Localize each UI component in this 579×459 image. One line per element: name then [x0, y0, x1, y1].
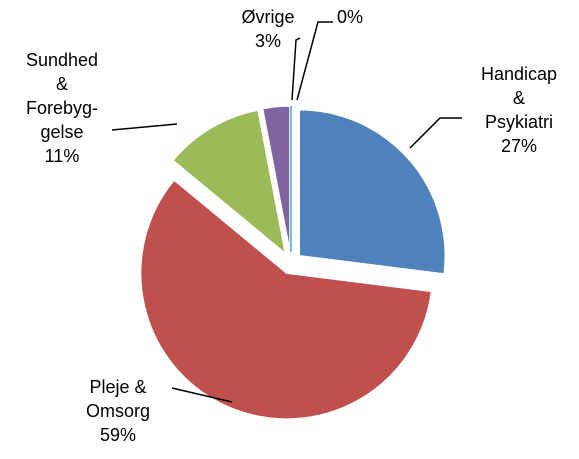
value-label: 27% [500, 136, 538, 156]
category-label: Øvrige [241, 7, 295, 27]
slice-label: 0% [337, 5, 363, 29]
pie-slice [298, 108, 446, 275]
value-label: 11% [44, 146, 80, 166]
category-label: Handicap & Psykiatri [480, 64, 558, 132]
leader-line [111, 123, 178, 131]
category-label: Pleje & Omsorg [85, 377, 151, 421]
pie-slice [171, 109, 287, 256]
leader-line [409, 117, 462, 149]
slice-label: Pleje & Omsorg 59% [86, 375, 150, 447]
slice-label: Handicap & Psykiatri 27% [481, 62, 557, 158]
slice-label: Øvrige 3% [241, 5, 294, 53]
leader-line [296, 21, 333, 101]
leader-line [291, 37, 301, 101]
pie-slice [139, 178, 433, 420]
value-label: 59% [99, 425, 137, 445]
leader-line [171, 387, 233, 403]
slice-label: Sundhed & Forebyg- gelse 11% [26, 48, 98, 168]
category-label: Sundhed & Forebyg- gelse [25, 50, 99, 142]
pie-slice [261, 105, 291, 253]
value-label: 0% [336, 7, 364, 27]
value-label: 3% [254, 31, 282, 51]
